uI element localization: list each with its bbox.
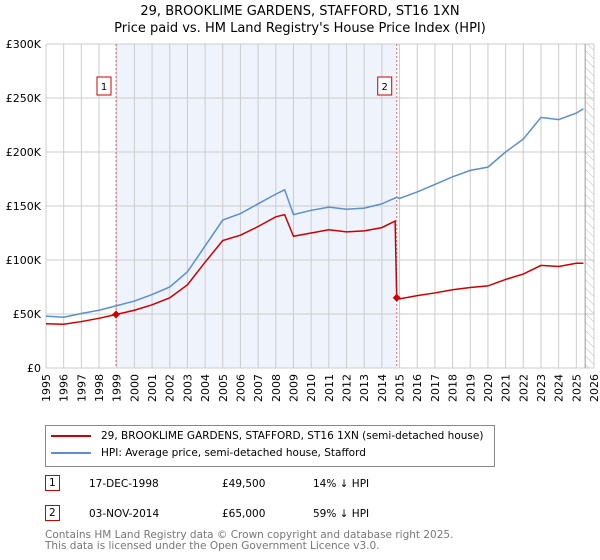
legend-swatch-red [51,435,91,437]
x-tick-label: 2020 [482,374,495,402]
y-tick-label: £200K [6,146,42,159]
x-tick-label: 2009 [287,374,300,402]
x-tick-label: 2018 [447,374,460,402]
x-tick-label: 2025 [570,374,583,402]
legend-item-hpi: HPI: Average price, semi-detached house,… [51,447,366,459]
marker-label: 1 [101,82,107,93]
marker-badge: 1 [45,475,60,491]
y-tick-label: £50K [13,308,42,321]
x-tick-label: 2013 [358,374,371,402]
x-tick-label: 2004 [199,374,212,402]
footer-line: Contains HM Land Registry data © Crown c… [45,529,454,541]
x-tick-label: 2016 [411,374,424,402]
x-tick-label: 1996 [58,374,71,402]
marker-badge: 2 [45,505,60,521]
x-tick-label: 2015 [394,374,407,402]
x-tick-label: 2006 [234,374,247,402]
x-tick-label: 2022 [517,374,530,402]
transaction-date: 03-NOV-2014 [89,508,160,520]
x-tick-label: 2024 [553,374,566,402]
transaction-price: £65,000 [222,508,266,520]
x-tick-label: 2010 [305,374,318,402]
price-chart: 1995 1996 1997 1998 1999 2000 2001 2002 2003 2004… [6,38,600,402]
chart-subtitle: Price paid vs. HM Land Registry's House … [114,21,486,36]
x-tick-label: 2023 [535,374,548,402]
x-tick-label: 2019 [464,374,477,402]
x-tick-label: 2012 [341,374,354,402]
legend-swatch-blue [51,452,91,454]
legend: 29, BROOKLIME GARDENS, STAFFORD, ST16 1X… [45,425,495,467]
x-tick-label: 2001 [146,374,159,402]
x-tick-label: 1997 [75,374,88,402]
x-tick-label: 2026 [588,374,600,402]
marker-badge [96,76,112,96]
legend-item-property: 29, BROOKLIME GARDENS, STAFFORD, ST16 1X… [51,430,483,442]
x-tick-label: 2021 [500,374,513,402]
marker-badge [377,76,393,96]
x-tick-label: 2007 [252,374,265,402]
transaction-hpi: 14% ↓ HPI [313,478,370,490]
x-tick-label: 2002 [164,374,177,402]
x-tick-label: 2014 [376,374,389,402]
y-tick-label: £100K [6,254,42,267]
x-tick-label: 2003 [181,374,194,402]
transaction-hpi: 59% ↓ HPI [313,508,370,520]
footer: Contains HM Land Registry data © Crown c… [45,530,453,552]
x-tick-label: 2008 [270,374,283,402]
legend-label: HPI: Average price, semi-detached house,… [101,447,366,459]
x-tick-label: 2005 [217,374,230,402]
series-line [45,213,584,326]
sale-point [112,310,121,319]
transaction-price: £49,500 [222,478,266,490]
transaction-date: 17-DEC-1998 [89,478,159,490]
series-line [45,108,584,318]
x-tick-label: 1999 [111,374,124,402]
y-tick-label: £300K [6,38,42,51]
footer-line: This data is licensed under the Open Gov… [45,540,380,552]
marker-label: 2 [382,82,388,93]
x-tick-label: 1998 [93,374,106,402]
chart-title: 29, BROOKLIME GARDENS, STAFFORD, ST16 1X… [140,4,460,19]
x-tick-label: 2000 [128,374,141,402]
x-tick-label: 2011 [323,374,336,402]
sale-point [392,293,401,302]
x-tick-label: 1995 [40,374,53,402]
y-tick-label: £0 [27,362,41,375]
x-tick-label: 2017 [429,374,442,402]
y-tick-label: £150K [6,200,42,213]
legend-label: 29, BROOKLIME GARDENS, STAFFORD, ST16 1X… [101,430,484,442]
y-tick-label: £250K [6,92,42,105]
